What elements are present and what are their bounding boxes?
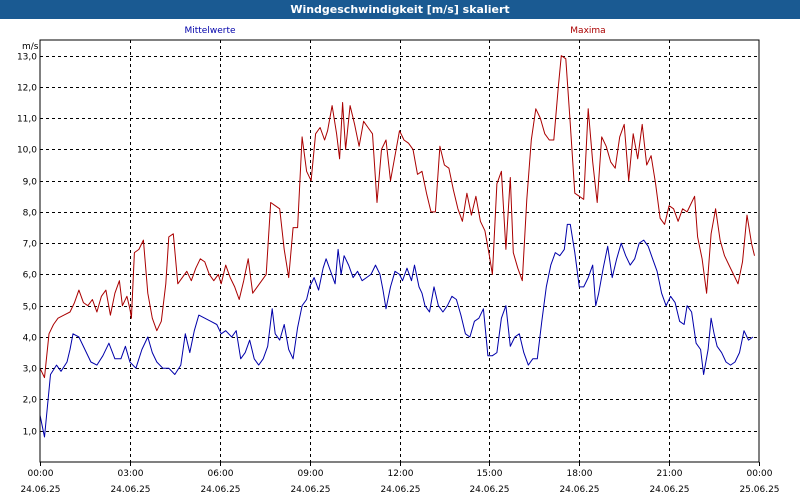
y-tick-label: 4,0 <box>23 334 38 344</box>
x-tick-time: 15:00 <box>477 469 503 479</box>
y-tick-label: 8,0 <box>23 209 38 219</box>
y-tick-label: 13,0 <box>17 53 37 63</box>
y-tick-label: 7,0 <box>23 240 38 250</box>
x-tick-date: 24.06.25 <box>290 485 330 495</box>
x-tick-time: 06:00 <box>208 469 234 479</box>
x-tick-time: 09:00 <box>298 469 324 479</box>
series-line-mittelwerte <box>39 223 754 438</box>
x-tick-date: 24.06.25 <box>649 485 689 495</box>
legend-maxima: Maxima <box>570 26 605 36</box>
x-tick-date: 24.06.25 <box>20 485 60 495</box>
x-tick-time: 03:00 <box>118 469 144 479</box>
x-tick-time: 00:00 <box>28 469 54 479</box>
chart-title: Windgeschwindigkeit [m/s] skaliert <box>0 0 800 19</box>
y-tick-label: 6,0 <box>23 271 38 281</box>
plot-frame <box>39 39 760 463</box>
x-tick-date: 24.06.25 <box>469 485 509 495</box>
x-tick-labels: 00:00 24.06.25 03:00 24.06.25 06:00 24.06.25 0… <box>20 462 780 495</box>
y-tick-label: 3,0 <box>23 365 38 375</box>
y-tick-label: 9,0 <box>23 178 38 188</box>
x-tick-date: 25.06.25 <box>739 485 779 495</box>
y-tick-label: 11,0 <box>17 115 37 125</box>
x-tick-time: 18:00 <box>567 469 593 479</box>
y-tick-label: 10,0 <box>17 146 37 156</box>
legend-mittelwerte: Mittelwerte <box>184 26 235 36</box>
grid-lines <box>40 40 759 462</box>
y-tick-label: 12,0 <box>17 84 37 94</box>
y-tick-labels: 1,0 2,0 3,0 4,0 5,0 6,0 7,0 8,0 9,0 10,0 11,0 12,0 1… <box>17 53 37 438</box>
series-line-maxima <box>39 55 755 379</box>
x-tick-date: 24.06.25 <box>200 485 240 495</box>
y-axis-unit: m/s <box>22 42 39 52</box>
x-tick-date: 24.06.25 <box>110 485 150 495</box>
y-tick-label: 5,0 <box>23 303 38 313</box>
series-lines <box>39 55 755 438</box>
y-tick-label: 2,0 <box>23 396 38 406</box>
x-tick-time: 21:00 <box>657 469 683 479</box>
y-tick-label: 1,0 <box>23 428 38 438</box>
x-tick-time: 12:00 <box>388 469 414 479</box>
x-tick-date: 24.06.25 <box>559 485 599 495</box>
x-tick-date: 24.06.25 <box>380 485 420 495</box>
x-tick-time: 00:00 <box>747 469 773 479</box>
